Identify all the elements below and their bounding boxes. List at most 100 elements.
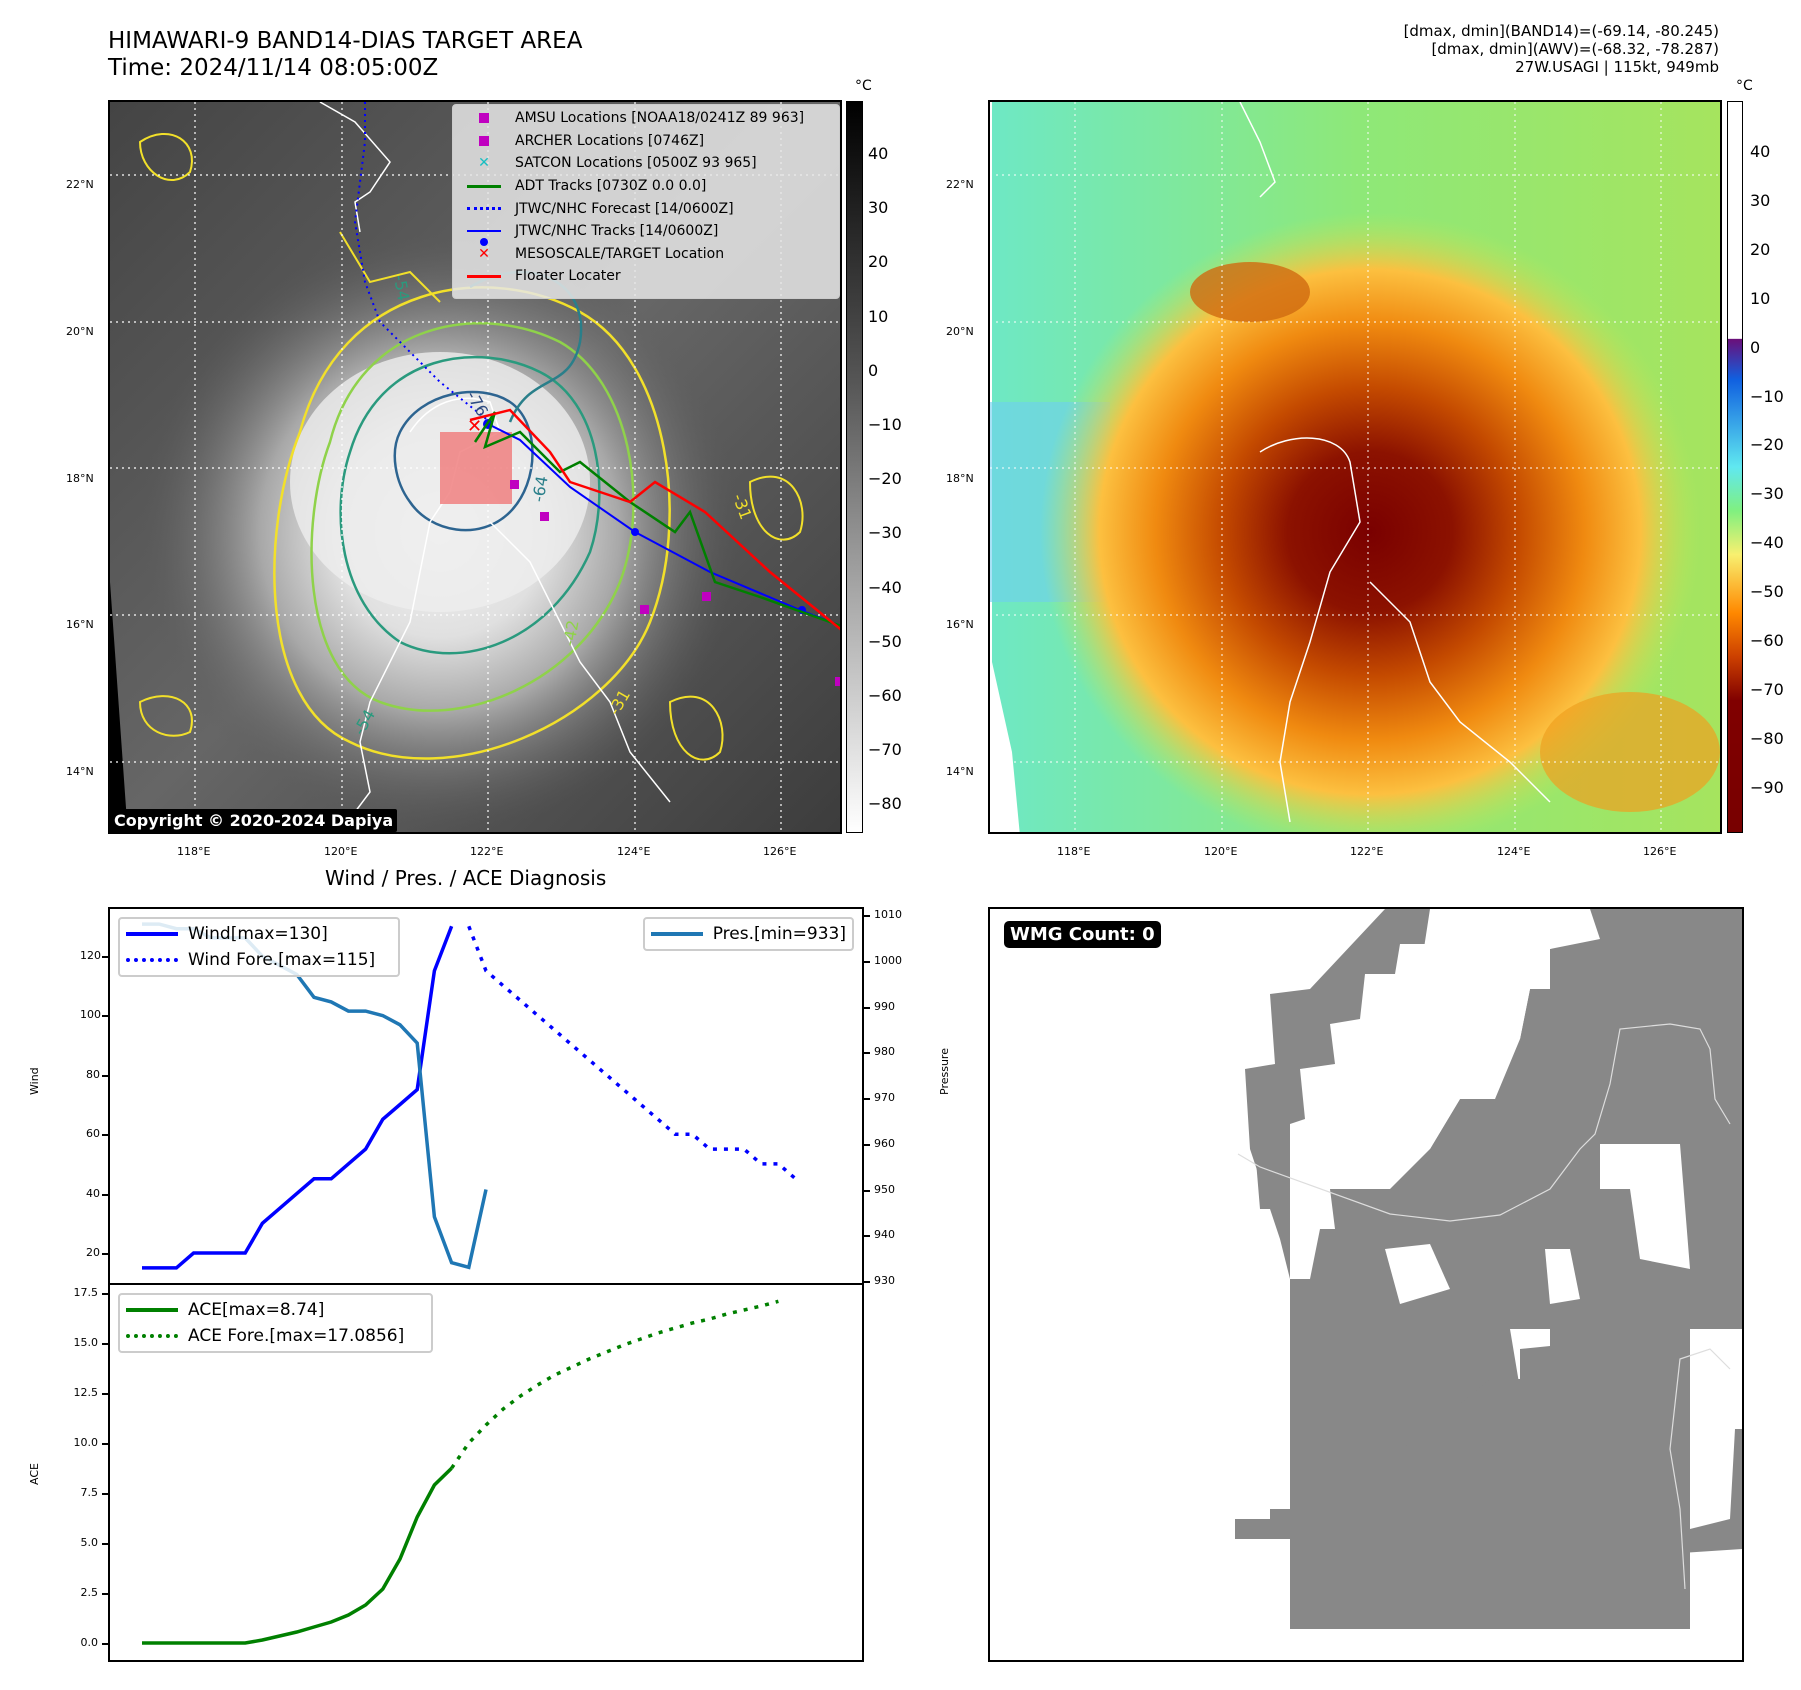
diagnosis-title: Wind / Pres. / ACE Diagnosis [325, 866, 607, 890]
target-area-box [440, 432, 512, 504]
legend-item-wind-forecast: Wind Fore.[max=115] [126, 947, 392, 973]
wind-tick-label: 100 [80, 1008, 101, 1022]
lon-tick: 124°E [1497, 845, 1531, 858]
pressure-tick-label: 940 [874, 1228, 895, 1242]
tick-mark [864, 1098, 870, 1100]
wind-tick-label: 80 [86, 1067, 100, 1081]
info-storm: 27W.USAGI | 115kt, 949mb [1515, 58, 1719, 76]
figure-title: HIMAWARI-9 BAND14-DIAS TARGET AREA Time: … [108, 28, 582, 82]
colorbar-tick-label: 10 [868, 306, 889, 326]
awv-colorbar [1727, 101, 1743, 833]
ace-tick-label: 15.0 [73, 1336, 99, 1349]
ace-tick-label: 7.5 [80, 1486, 99, 1499]
wind-tick-label: 60 [86, 1127, 100, 1141]
pressure-tick-label: 1010 [874, 908, 902, 921]
tick-mark [864, 1143, 870, 1146]
pressure-axis-label: Pressure [938, 1048, 951, 1095]
tick-mark [864, 1006, 870, 1009]
lon-tick: 120°E [1204, 845, 1238, 858]
lat-tick: 22°N [66, 178, 94, 191]
colorbar-tick-label: −80 [1750, 728, 1784, 748]
ace-tick-label: 0.0 [80, 1636, 99, 1649]
tick-mark [102, 1293, 108, 1295]
colorbar-tick-label: −70 [868, 740, 902, 760]
tick-mark [864, 915, 870, 917]
series-line-wind [142, 925, 454, 1270]
legend-item-pressure: Pres.[min=933] [650, 921, 846, 947]
square-marker-icon [453, 113, 515, 124]
pressure-tick-label: 930 [874, 1274, 895, 1287]
colorbar-tick-label: 30 [1750, 190, 1771, 210]
tick-mark [102, 1343, 108, 1345]
legend-item-floater: Floater Locater [453, 265, 839, 288]
lon-tick: 126°E [763, 845, 797, 858]
legend-item-target: ✕ MESOSCALE/TARGET Location [453, 243, 839, 266]
colorbar-tick-label: 40 [1750, 142, 1771, 161]
pressure-legend: Pres.[min=933] [642, 917, 854, 951]
info-awv: [dmax, dmin](AWV)=(-68.32, -78.287) [1431, 40, 1719, 58]
dotted-line-icon [126, 1334, 178, 1338]
legend-item-archer: ARCHER Locations [0746Z] [453, 130, 839, 153]
line-icon [126, 1308, 178, 1312]
legend-item-ace: ACE[max=8.74] [126, 1297, 425, 1323]
svg-text:-54: -54 [390, 273, 413, 302]
tick-mark [102, 1643, 108, 1645]
wind-axis-label: Wind [28, 1067, 41, 1095]
tick-mark [102, 956, 108, 958]
colorbar-tick-label: −60 [1750, 631, 1784, 650]
line-icon [453, 274, 515, 278]
ir-map-panel: ✕ -54 -76 -64 -31 -54 -31 -42 AMSU Locat… [108, 100, 842, 834]
lon-tick: 118°E [1057, 845, 1091, 858]
colorbar-tick-label: −80 [868, 794, 902, 814]
legend-item-ace-forecast: ACE Fore.[max=17.0856] [126, 1323, 425, 1349]
x-marker-icon: ✕ [478, 245, 490, 262]
lon-tick: 122°E [1350, 845, 1384, 858]
colorbar-tick-label: −50 [1750, 582, 1784, 602]
tick-mark [864, 1189, 870, 1192]
colorbar-tick-label: −70 [1750, 679, 1784, 699]
ace-chart: ACE[max=8.74] ACE Fore.[max=17.0856] [108, 1283, 864, 1662]
lat-tick: 14°N [946, 765, 974, 778]
lon-tick: 126°E [1643, 845, 1677, 858]
line-icon [650, 932, 703, 936]
tick-mark [864, 1281, 870, 1283]
ace-axis-label: ACE [28, 1463, 41, 1485]
wmg-mask-canvas [990, 909, 1742, 1660]
ace-tick-label: 10.0 [73, 1436, 99, 1449]
lat-tick: 18°N [66, 472, 94, 485]
colorbar-tick-label: 0 [1750, 337, 1761, 357]
svg-text:-42: -42 [559, 619, 582, 648]
lon-tick: 122°E [470, 845, 504, 858]
legend-item-forecast: JTWC/NHC Forecast [14/0600Z] [453, 197, 839, 220]
series-line-wind-fore- [467, 925, 797, 1181]
lat-tick: 18°N [946, 472, 974, 485]
tick-mark [102, 1193, 108, 1196]
wmg-panel: WMG Count: 0 [988, 907, 1744, 1662]
wmg-count-badge: WMG Count: 0 [1004, 921, 1161, 948]
title-line-1: HIMAWARI-9 BAND14-DIAS TARGET AREA [108, 28, 583, 54]
lat-tick: 16°N [946, 618, 974, 631]
tick-mark [102, 1134, 108, 1137]
tick-mark [102, 1074, 108, 1077]
svg-text:✕: ✕ [467, 416, 482, 437]
awv-map-panel [988, 100, 1722, 834]
colorbar-tick-label: −40 [868, 577, 902, 597]
pressure-tick-label: 960 [874, 1136, 895, 1150]
intensity-info: [dmax, dmin](BAND14)=(-69.14, -80.245) [… [1404, 22, 1719, 76]
tick-mark [864, 960, 870, 963]
colorbar-tick-label: −20 [868, 469, 902, 489]
colorbar-tick-label: −10 [868, 415, 902, 434]
square-marker-icon [453, 135, 515, 146]
lat-tick: 14°N [66, 765, 94, 778]
colorbar-unit: °C [855, 78, 872, 94]
line-icon [126, 932, 178, 936]
lat-tick: 20°N [946, 325, 974, 338]
tick-mark [102, 1443, 108, 1445]
colorbar-tick-label: −90 [1750, 777, 1784, 797]
map-legend: AMSU Locations [NOAA18/0241Z 89 963] ARC… [452, 104, 840, 299]
grayscale-colorbar [846, 101, 863, 833]
lat-tick: 20°N [66, 325, 94, 338]
colorbar-tick-label: 0 [868, 360, 879, 380]
tick-mark [102, 1015, 108, 1018]
pressure-tick-label: 980 [874, 1045, 895, 1059]
